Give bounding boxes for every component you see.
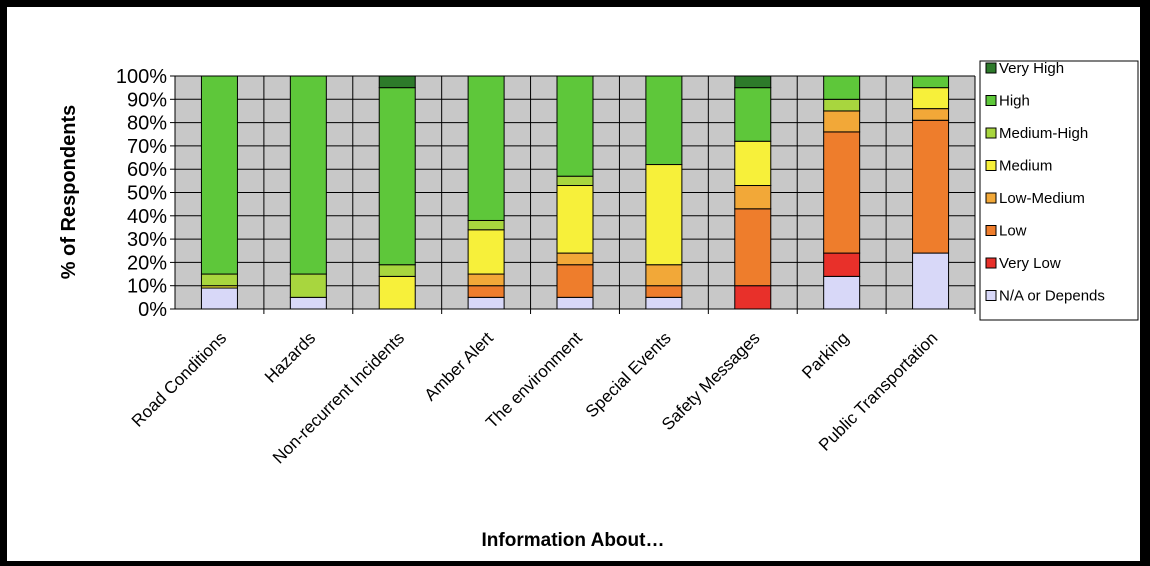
bar-segment: [200, 273, 238, 287]
legend-swatch: [985, 160, 997, 171]
legend-swatch: [985, 290, 997, 301]
bar-segment: [556, 252, 594, 266]
x-axis-label: Information About…: [482, 530, 665, 551]
legend-swatch: [985, 127, 997, 139]
legend-swatch: [985, 257, 997, 269]
bar-segment: [289, 75, 327, 275]
bar-segment: [378, 275, 416, 310]
x-tick-label: Amber Alert: [421, 328, 497, 404]
bar-segment: [200, 287, 238, 310]
bar-segment: [289, 273, 327, 298]
legend-label: Medium: [999, 158, 1052, 175]
y-tick-label: 40%: [127, 206, 167, 228]
bar-segment: [823, 98, 861, 112]
bar-segment: [912, 252, 950, 310]
bar-segment: [734, 185, 772, 210]
bar-segment: [645, 264, 683, 287]
legend-label: Very High: [999, 60, 1064, 77]
chart-frame: 0% 10% 20% 30% 40% 50% 60% 70% 80% 90% 100% Road C…: [7, 7, 1140, 561]
legend: Very High High Medium-High Medium Low-Medium…: [979, 60, 1139, 321]
legend-swatch: [985, 62, 997, 74]
y-tick-label: 50%: [127, 183, 167, 205]
bar-segment: [823, 110, 861, 133]
bar-segment: [467, 219, 505, 231]
bar-segment: [289, 296, 327, 310]
bar-segment: [645, 164, 683, 266]
y-tick-label: 60%: [127, 159, 167, 181]
chart: 0%10%20%30%40%50%60%70%80%90%100% Road C…: [58, 60, 1139, 551]
bar-segment: [912, 108, 950, 121]
bar-segment: [734, 208, 772, 287]
bar-segment: [556, 296, 594, 310]
x-tick-label: Special Events: [582, 328, 675, 421]
y-tick-label: 30%: [127, 229, 167, 251]
bar-segment: [645, 285, 683, 298]
legend-label: Medium-High: [999, 125, 1088, 142]
bar-segment: [467, 296, 505, 310]
y-tick-label: 70%: [127, 136, 167, 158]
bar-segment: [556, 185, 594, 254]
bar-segment: [467, 273, 505, 287]
bar-segment: [823, 275, 861, 310]
bar-segment: [200, 75, 238, 275]
legend-label: Low-Medium: [999, 190, 1085, 207]
bar-segment: [912, 119, 950, 254]
legend-swatch: [985, 95, 997, 106]
bar-segment: [734, 75, 772, 89]
bar-segment: [467, 75, 505, 221]
x-tick-label: Safety Messages: [658, 328, 764, 434]
bar-segment: [378, 264, 416, 277]
bar-segment: [378, 87, 416, 266]
y-tick-label: 10%: [127, 276, 167, 298]
bar-segment: [734, 87, 772, 142]
bar-segment: [823, 75, 861, 100]
x-tick-label: Hazards: [261, 328, 319, 386]
x-tick-label: Road Conditions: [128, 328, 230, 430]
bar-segment: [734, 285, 772, 310]
legend-label: N/A or Depends: [999, 288, 1105, 305]
y-tick-label: 0%: [138, 299, 167, 321]
bar-segment: [823, 252, 861, 277]
bar-segment: [823, 131, 861, 254]
bar-segment: [556, 75, 594, 177]
y-tick-label: 20%: [127, 252, 167, 274]
bar-segment: [467, 285, 505, 298]
bar-segment: [378, 75, 416, 89]
bar-segment: [645, 75, 683, 166]
legend-label: Low: [999, 223, 1027, 240]
legend-label: High: [999, 93, 1030, 110]
bar-segment: [467, 229, 505, 275]
y-tick-label: 80%: [127, 113, 167, 135]
bar-segment: [645, 296, 683, 310]
bar-segment: [556, 264, 594, 298]
y-tick-label: 90%: [127, 89, 167, 111]
bar-segment: [734, 140, 772, 187]
y-axis-label: % of Respondents: [58, 105, 80, 279]
y-tick-label: 100%: [116, 66, 167, 88]
legend-swatch: [985, 225, 997, 236]
x-tick-label: The environment: [482, 328, 586, 432]
bar-segment: [556, 175, 594, 187]
legend-label: Very Low: [999, 255, 1061, 272]
bar-segment: [912, 87, 950, 110]
legend-swatch: [985, 192, 997, 204]
x-tick-label: Parking: [798, 328, 852, 382]
bar-segment: [912, 75, 950, 89]
